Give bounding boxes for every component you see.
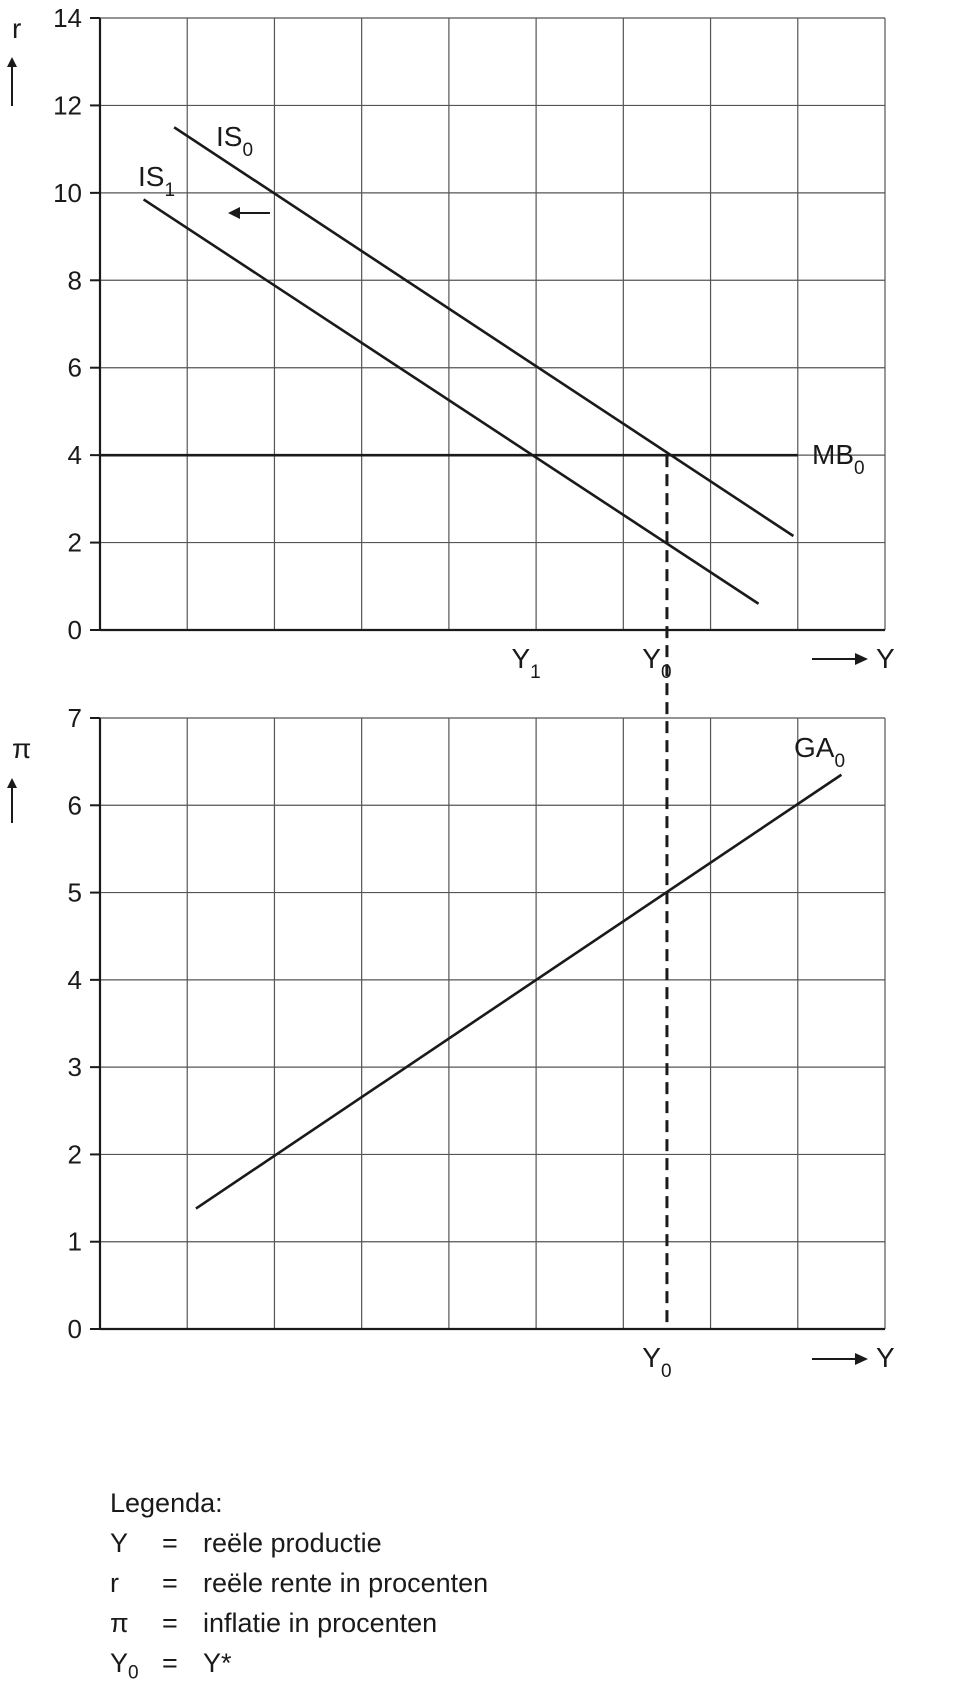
x-marker-Y0: Y0 [642,1342,671,1382]
legend-symbol: Y0 [110,1648,139,1684]
x-marker-Y1-base: Y [511,643,530,674]
y-axis-arrow-head [7,778,17,788]
legend-description: inflatie in procenten [203,1608,438,1638]
y-axis-label: π [12,733,31,764]
y-tick-label: 1 [68,1227,82,1257]
series-line-GA0 [195,773,843,1210]
legend-description: Y* [203,1648,232,1678]
y-tick-label: 6 [68,353,82,383]
y-tick-label: 4 [68,440,82,470]
label-IS0: IS0 [216,121,253,161]
legend-symbol: r [110,1568,119,1598]
label-IS1-base: IS [138,161,164,192]
y-tick-label: 0 [68,1314,82,1344]
legend-symbol: π [110,1608,129,1638]
legend-equals: = [162,1528,178,1558]
label-IS0-base: IS [216,121,242,152]
legend-equals: = [162,1648,178,1678]
legend-row: π = inflatie in procenten [110,1603,488,1643]
y-axis-label: r [12,13,21,44]
label-IS1: IS1 [138,161,175,201]
series-line-IS1 [142,198,760,605]
x-axis-arrow-head [855,653,868,665]
y-tick-label: 8 [68,265,82,295]
y-tick-label: 6 [68,790,82,820]
x-axis-label: Y [876,643,895,674]
x-marker-Y0-base: Y [642,643,661,674]
label-IS1-sub: 1 [164,180,175,201]
y-tick-label: 7 [68,703,82,733]
series-line-IS0 [173,126,795,538]
y-tick-label: 10 [53,178,82,208]
legend-rows: Y = reële productie r = reële rente in procen… [110,1523,488,1693]
x-axis-label: Y [876,1342,895,1373]
label-MB0-sub: 0 [854,458,865,479]
legend-symbol: Y [110,1528,129,1558]
label-IS0-sub: 0 [242,140,253,161]
legend-row: Y = reële productie [110,1523,488,1563]
y-axis-arrow-head [7,57,17,67]
label-GA0-sub: 0 [834,751,845,772]
y-tick-label: 14 [53,3,82,33]
x-marker-Y0-sub: 0 [661,1361,672,1382]
x-marker-Y0-base: Y [642,1342,661,1373]
y-tick-label: 12 [53,90,82,120]
legend: Legenda: Y = reële productie r = reële rente … [110,1483,488,1693]
label-GA0: GA0 [794,732,845,772]
x-marker-Y1: Y1 [511,643,540,683]
y-tick-label: 2 [68,1139,82,1169]
legend-description: reële productie [203,1528,382,1558]
y-tick-label: 3 [68,1052,82,1082]
y-tick-label: 5 [68,878,82,908]
label-MB0: MB0 [812,439,865,479]
y-tick-label: 4 [68,965,82,995]
x-axis-arrow-head [855,1353,868,1365]
shift-arrow-head [228,207,240,219]
legend-title: Legenda: [110,1488,223,1518]
legend-row: Y0 = Y* [110,1643,488,1693]
panel-interest-rate: 02468101214rYY1Y0IS0IS1MB0 [7,3,895,683]
legend-row: r = reële rente in procenten [110,1563,488,1603]
legend-equals: = [162,1568,178,1598]
y-tick-label: 0 [68,615,82,645]
label-MB0-base: MB [812,439,854,470]
legend-equals: = [162,1608,178,1638]
legend-description: reële rente in procenten [203,1568,489,1598]
label-GA0-base: GA [794,732,835,763]
y-tick-label: 2 [68,528,82,558]
x-marker-Y1-sub: 1 [530,662,541,683]
